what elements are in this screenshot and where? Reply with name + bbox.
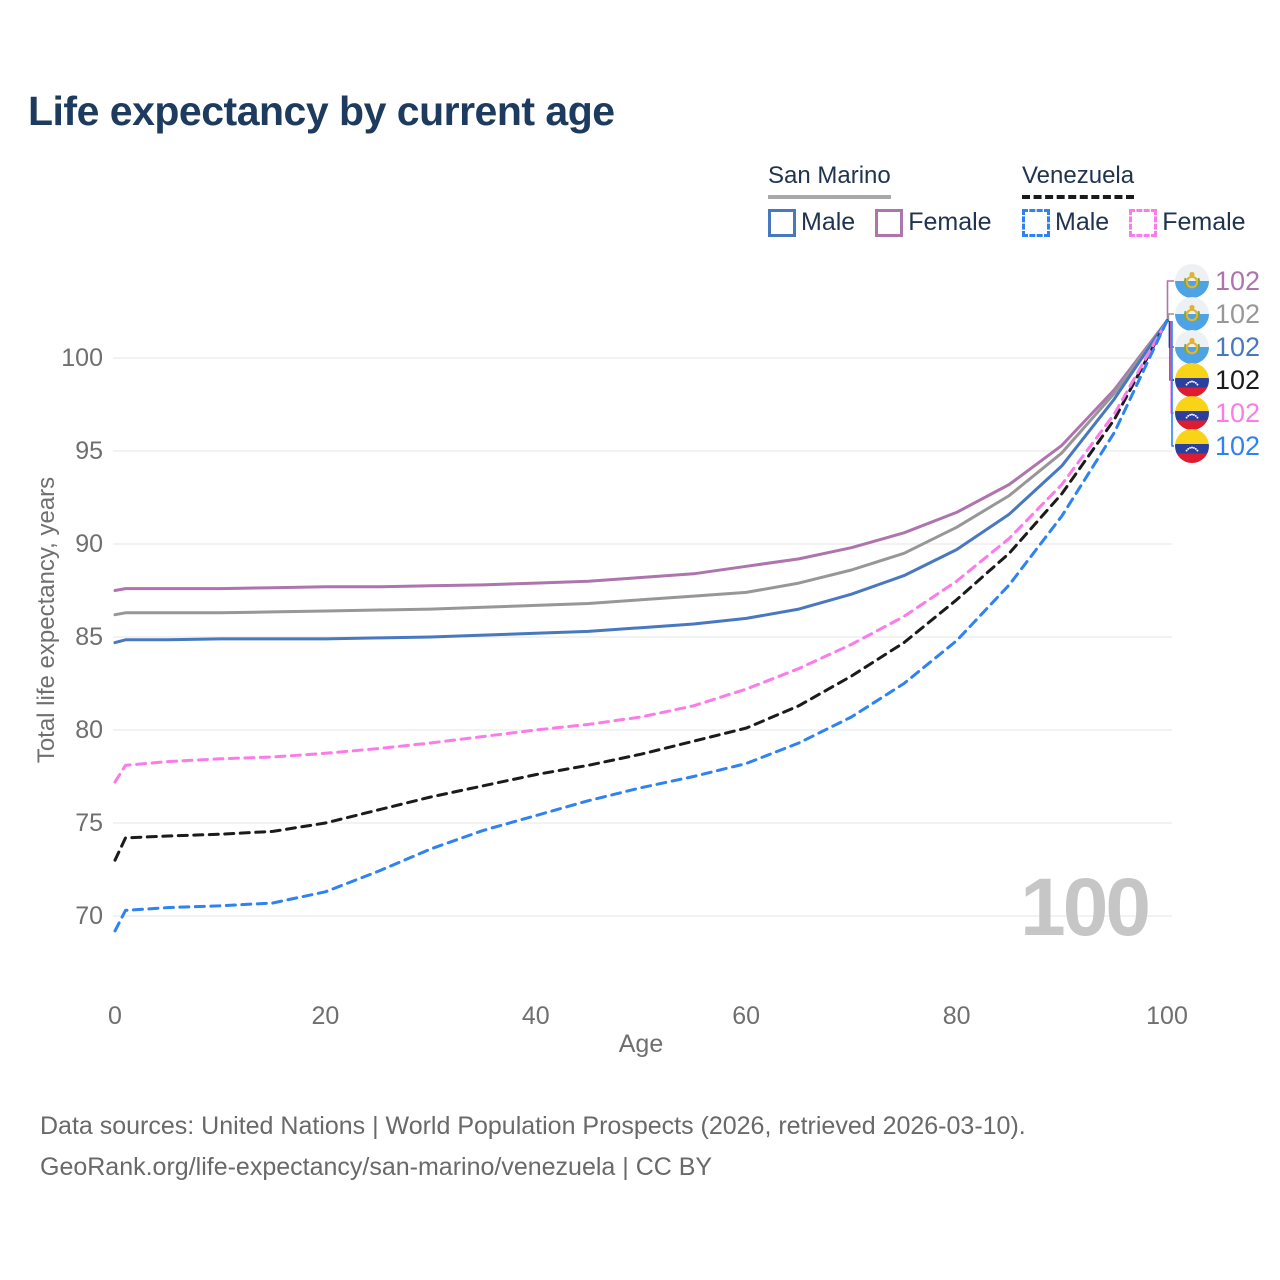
x-tick-label: 0 (108, 1002, 122, 1030)
end-label-sm_total: 102 (1175, 297, 1260, 331)
source-line-2: GeoRank.org/life-expectancy/san-marino/v… (40, 1153, 713, 1181)
series-line-ve_female (113, 319, 1169, 784)
end-value-label: 102 (1215, 266, 1261, 296)
x-tick-label: 80 (942, 1002, 971, 1030)
x-tick-label: 60 (732, 1002, 761, 1030)
x-tick-label: 20 (311, 1002, 340, 1030)
legend-country-venezuela: Venezuela (1022, 162, 1135, 199)
legend-item-label: Female (908, 208, 992, 236)
end-label-ve_male: 102 (1175, 429, 1260, 463)
y-tick-label: 100 (61, 344, 103, 372)
legend-toggle-venezuela-male[interactable]: Male (1022, 208, 1109, 237)
end-label-ve_female: 102 (1175, 396, 1260, 430)
end-value-label: 102 (1215, 299, 1261, 329)
end-label-connector (1170, 321, 1174, 414)
legend-item-label: Male (1055, 208, 1110, 236)
end-label-sm_female: 102 (1175, 264, 1260, 298)
san-marino-flag-icon (1175, 330, 1209, 364)
legend-group-venezuela: Venezuela Male Female (1022, 162, 1266, 237)
x-tick-label: 100 (1146, 1002, 1188, 1030)
legend-swatch-icon[interactable] (1129, 208, 1158, 237)
legend-item-label: Female (1162, 208, 1246, 236)
series-line-ve_total (113, 319, 1169, 862)
y-tick-label: 95 (75, 437, 103, 465)
end-label-connector (1167, 313, 1174, 321)
end-value-label: 102 (1215, 398, 1261, 428)
current-age-indicator: 100 (1020, 862, 1151, 953)
legend-toggle-venezuela-female[interactable]: Female (1129, 208, 1246, 237)
y-tick-label: 70 (75, 902, 103, 930)
y-tick-label: 85 (75, 623, 103, 651)
end-label-connector (1171, 321, 1174, 447)
venezuela-flag-icon (1175, 429, 1209, 463)
series-line-sm_total (113, 319, 1169, 617)
end-value-label: 102 (1215, 332, 1261, 362)
end-label-ve_total: 102 (1175, 363, 1260, 397)
legend-group-san-marino: San Marino Male Female (768, 162, 1012, 237)
venezuela-flag-icon (1175, 363, 1209, 397)
legend-swatch-icon[interactable] (1022, 208, 1050, 237)
x-tick-label: 40 (521, 1002, 550, 1030)
legend-swatch-icon[interactable] (768, 208, 796, 237)
end-label-connector (1166, 280, 1174, 321)
legend-swatch-icon[interactable] (875, 208, 904, 237)
y-tick-label: 90 (75, 530, 103, 558)
legend-toggle-san-marino-male[interactable]: Male (768, 208, 855, 237)
page-title: Life expectancy by current age (28, 88, 615, 134)
end-value-label: 102 (1215, 365, 1261, 395)
end-value-label: 102 (1215, 431, 1261, 461)
y-tick-label: 75 (75, 809, 103, 837)
y-axis-title: Total life expectancy, years (33, 476, 60, 764)
legend-item-label: Male (801, 208, 856, 236)
san-marino-flag-icon (1175, 264, 1209, 298)
series-line-ve_male (113, 319, 1169, 933)
end-label-sm_male: 102 (1175, 330, 1260, 364)
series-line-sm_female (113, 319, 1169, 592)
legend-toggle-san-marino-female[interactable]: Female (875, 208, 992, 237)
legend-country-san-marino: San Marino (768, 162, 891, 199)
source-line-1: Data sources: United Nations | World Pop… (40, 1112, 1026, 1140)
venezuela-flag-icon (1175, 396, 1209, 430)
x-axis-title: Age (618, 1030, 664, 1058)
data-source-note: Data sources: United Nations | World Pop… (40, 1106, 1026, 1188)
san-marino-flag-icon (1175, 297, 1209, 331)
y-tick-label: 80 (75, 716, 103, 744)
series-line-sm_male (113, 319, 1169, 645)
